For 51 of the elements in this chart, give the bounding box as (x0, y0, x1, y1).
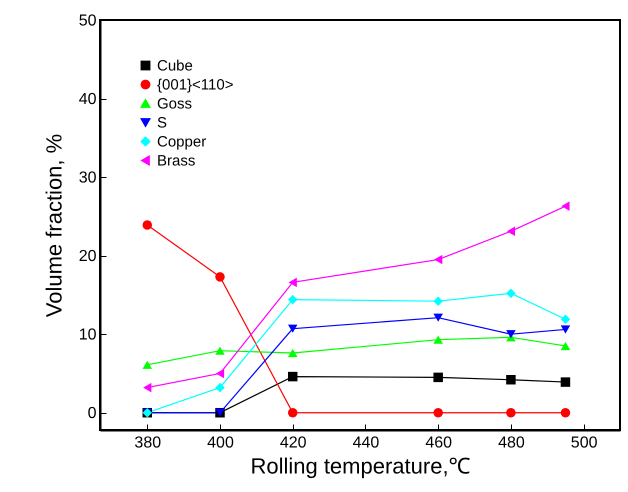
point (433, 372, 443, 382)
x-tick-label: 440 (352, 434, 380, 452)
x-tick-label: 460 (425, 434, 452, 452)
x-tick-label: 480 (498, 434, 525, 452)
legend-label: Copper (157, 134, 206, 150)
point (288, 348, 298, 358)
x-tick-label: 420 (280, 434, 307, 452)
x-tick-label: 380 (134, 434, 162, 452)
y-tick-label: 0 (88, 405, 97, 422)
point (560, 377, 570, 387)
point (506, 288, 516, 298)
point (560, 408, 570, 418)
point (433, 314, 443, 322)
y-tick-label: 20 (78, 248, 97, 266)
legend-label: S (157, 114, 168, 132)
y-axis-title: Volume fraction, % (42, 134, 67, 318)
y-tick-label: 30 (78, 170, 97, 187)
x-tick-label: 400 (207, 434, 234, 452)
y-tick-label: 40 (78, 91, 97, 108)
point (506, 374, 516, 384)
point (506, 226, 516, 236)
x-axis-title: Rolling temperature,℃ (250, 454, 471, 478)
y-tick-label: 50 (78, 12, 97, 30)
legend-label: Brass (157, 152, 196, 170)
point (288, 278, 297, 288)
legend-label: Goss (157, 96, 192, 112)
x-tick-label: 500 (570, 434, 598, 452)
legend-label: Cube (157, 58, 193, 74)
point (288, 372, 298, 382)
point (506, 330, 516, 338)
point (215, 272, 225, 282)
y-tick-label: 10 (78, 326, 97, 344)
point (143, 382, 152, 392)
point (288, 324, 298, 333)
point (215, 346, 225, 355)
point (433, 408, 443, 418)
point (142, 220, 152, 230)
point (560, 314, 570, 324)
point (288, 408, 298, 418)
point (434, 254, 442, 264)
point (433, 336, 443, 344)
point (561, 201, 570, 211)
point (142, 360, 152, 369)
point (216, 368, 224, 378)
point (215, 382, 225, 392)
point (560, 325, 570, 334)
point (506, 408, 516, 418)
point (288, 294, 298, 304)
legend-label: {001}<110> (157, 76, 234, 94)
point (433, 296, 443, 306)
point (560, 342, 570, 350)
